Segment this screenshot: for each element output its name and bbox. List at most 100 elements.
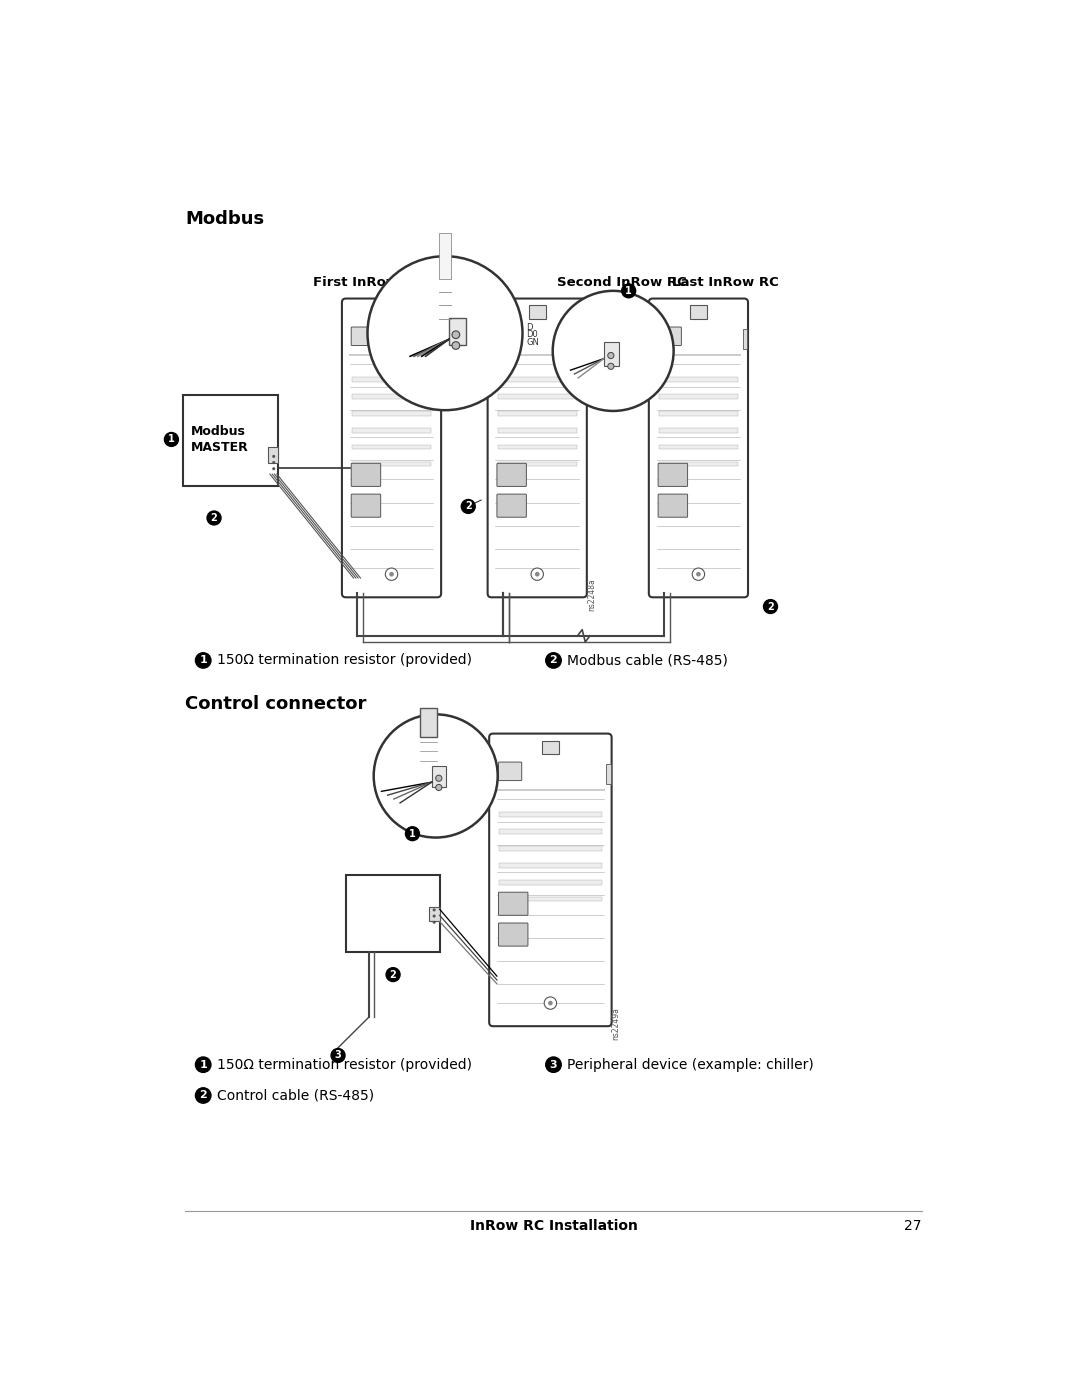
Circle shape <box>332 1049 345 1062</box>
Bar <box>352 444 431 450</box>
Bar <box>529 306 545 320</box>
Bar <box>659 377 738 381</box>
Bar <box>352 377 431 381</box>
Bar <box>449 317 465 345</box>
Bar <box>498 377 577 381</box>
Circle shape <box>451 342 460 349</box>
Text: D1: D1 <box>471 763 483 771</box>
Circle shape <box>433 915 435 918</box>
Circle shape <box>435 784 442 791</box>
Text: GND: GND <box>471 781 490 789</box>
Bar <box>498 427 577 433</box>
Text: D: D <box>526 323 532 331</box>
Circle shape <box>374 714 498 838</box>
Text: Control connector: Control connector <box>186 696 367 712</box>
FancyBboxPatch shape <box>499 923 528 946</box>
Circle shape <box>433 921 435 923</box>
Bar <box>495 353 580 356</box>
Bar <box>499 828 602 834</box>
Circle shape <box>548 1000 553 1006</box>
Bar <box>659 427 738 433</box>
FancyBboxPatch shape <box>658 464 688 486</box>
Circle shape <box>764 599 778 613</box>
Circle shape <box>535 571 540 577</box>
Bar <box>499 880 602 884</box>
FancyBboxPatch shape <box>488 299 586 598</box>
Bar <box>432 766 446 788</box>
Bar <box>659 394 738 398</box>
Bar <box>659 444 738 450</box>
FancyBboxPatch shape <box>658 495 688 517</box>
Circle shape <box>553 291 674 411</box>
Text: 1: 1 <box>168 434 175 444</box>
Text: MASTER: MASTER <box>191 440 248 454</box>
Bar <box>420 708 437 738</box>
FancyBboxPatch shape <box>351 495 380 517</box>
Text: 1: 1 <box>200 655 207 665</box>
Text: Modbus cable (RS-485): Modbus cable (RS-485) <box>567 654 728 668</box>
Bar <box>352 462 431 467</box>
FancyBboxPatch shape <box>499 763 522 781</box>
Bar <box>743 330 747 349</box>
Bar <box>498 411 577 415</box>
Bar <box>183 395 278 486</box>
Text: Last InRow RC: Last InRow RC <box>672 277 779 289</box>
Bar <box>435 330 441 349</box>
Text: First InRow RC: First InRow RC <box>313 277 423 289</box>
Text: 2: 2 <box>200 1091 207 1101</box>
Bar <box>581 330 586 349</box>
Text: 2: 2 <box>767 602 774 612</box>
Text: Modbus: Modbus <box>186 210 265 228</box>
Text: 1: 1 <box>409 828 416 838</box>
Circle shape <box>545 1058 562 1073</box>
Text: GND: GND <box>629 363 649 372</box>
Text: 27: 27 <box>904 1220 921 1234</box>
Circle shape <box>697 571 701 577</box>
Circle shape <box>692 569 704 580</box>
FancyBboxPatch shape <box>499 893 528 915</box>
Text: ns2248a: ns2248a <box>586 578 596 610</box>
Circle shape <box>544 997 556 1009</box>
Circle shape <box>433 908 435 911</box>
Text: 2: 2 <box>464 502 472 511</box>
Circle shape <box>367 256 523 411</box>
Circle shape <box>195 652 211 668</box>
Text: GN: GN <box>629 332 643 341</box>
Bar <box>383 306 400 320</box>
FancyBboxPatch shape <box>497 495 526 517</box>
Circle shape <box>435 775 442 781</box>
Circle shape <box>386 569 397 580</box>
Bar <box>498 462 577 467</box>
Circle shape <box>164 433 178 447</box>
Bar <box>352 394 431 398</box>
Bar <box>659 462 738 467</box>
Bar <box>498 394 577 398</box>
Circle shape <box>451 331 460 338</box>
Text: 2: 2 <box>390 970 396 979</box>
Bar <box>499 863 602 868</box>
Text: D0: D0 <box>526 330 538 339</box>
FancyBboxPatch shape <box>342 299 441 598</box>
Text: Peripheral device (example: chiller): Peripheral device (example: chiller) <box>567 1058 814 1071</box>
Text: 3: 3 <box>335 1051 341 1060</box>
Circle shape <box>195 1088 211 1104</box>
FancyBboxPatch shape <box>658 327 681 345</box>
Text: Second InRow RC: Second InRow RC <box>556 277 687 289</box>
Bar <box>604 342 619 366</box>
Text: D: D <box>471 789 477 799</box>
FancyBboxPatch shape <box>649 299 748 598</box>
Circle shape <box>272 455 275 458</box>
FancyBboxPatch shape <box>489 733 611 1027</box>
Circle shape <box>545 652 562 668</box>
Circle shape <box>608 352 613 359</box>
Bar <box>429 907 440 921</box>
Bar <box>606 764 611 784</box>
Circle shape <box>622 284 636 298</box>
FancyBboxPatch shape <box>497 464 526 486</box>
Bar <box>346 875 441 951</box>
Text: InRow RC Installation: InRow RC Installation <box>470 1220 637 1234</box>
Circle shape <box>389 571 394 577</box>
Bar <box>496 789 605 791</box>
FancyBboxPatch shape <box>351 327 375 345</box>
Text: 1: 1 <box>200 1060 207 1070</box>
